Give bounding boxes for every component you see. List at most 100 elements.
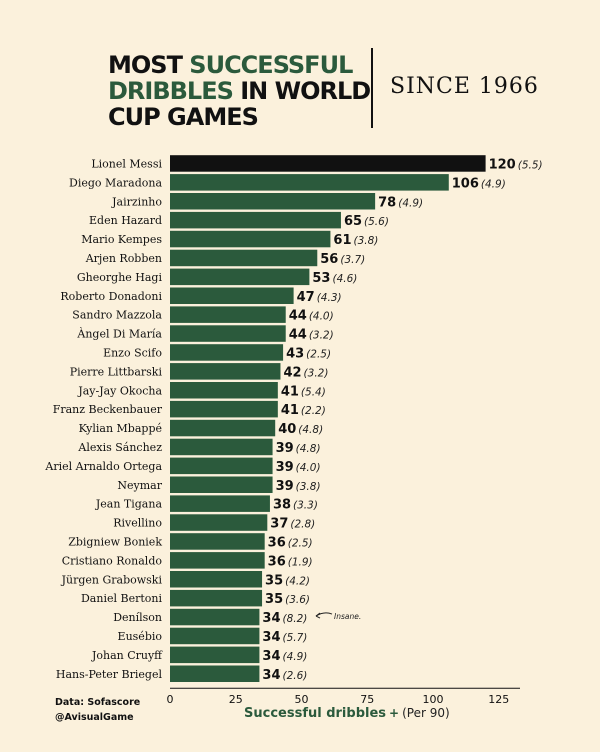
title-line-3: CUP GAMES bbox=[108, 103, 259, 131]
per90-label: (2.5) bbox=[306, 348, 331, 360]
bar bbox=[170, 533, 265, 550]
per90-label: (4.3) bbox=[317, 292, 342, 304]
bar-value-label: 65 bbox=[344, 214, 362, 229]
bar-value-group: 43 (2.5) bbox=[286, 346, 331, 361]
bar-value-label: 37 bbox=[270, 517, 288, 532]
bar-value-label: 41 bbox=[281, 403, 299, 418]
bar-value-group: 44 (3.2) bbox=[289, 328, 334, 343]
category-label: Kylian Mbappé bbox=[79, 422, 162, 435]
axis-title-plus: + bbox=[389, 706, 400, 720]
bar bbox=[170, 306, 286, 323]
bar bbox=[170, 193, 376, 210]
title-line-2: DRIBBLES IN WORLD bbox=[108, 77, 371, 105]
bar-value-group: 35 (4.2) bbox=[265, 573, 310, 588]
category-label: Enzo Scifo bbox=[103, 346, 162, 359]
category-label: Àngel Di María bbox=[76, 327, 162, 341]
bar bbox=[170, 514, 268, 531]
bar-value-group: 120 (5.5) bbox=[489, 157, 543, 172]
bar-value-label: 34 bbox=[262, 630, 280, 645]
per90-label: (5.5) bbox=[518, 159, 543, 171]
bar-value-group: 38 (3.3) bbox=[273, 498, 318, 513]
per90-label: (4.0) bbox=[309, 311, 334, 323]
title-line-1: MOST SUCCESSFUL bbox=[108, 52, 370, 78]
per90-label: (3.2) bbox=[309, 330, 334, 342]
bar-value-label: 38 bbox=[273, 498, 291, 513]
bar-value-label: 53 bbox=[312, 271, 330, 286]
category-label: Alexis Sánchez bbox=[77, 441, 162, 454]
title-line-1-highlight: SUCCESSFUL bbox=[189, 51, 353, 79]
bar-value-group: 34 (2.6) bbox=[262, 668, 307, 683]
category-label: Zbigniew Boniek bbox=[68, 535, 162, 548]
category-label: Pierre Littbarski bbox=[70, 365, 163, 378]
bar-value-label: 41 bbox=[281, 384, 299, 399]
category-label: Rivellino bbox=[113, 517, 162, 530]
bar-value-label: 36 bbox=[268, 554, 286, 569]
bar-value-group: 42 (3.2) bbox=[283, 365, 328, 380]
bar-value-group: 61 (3.8) bbox=[333, 233, 378, 248]
title-divider bbox=[371, 48, 373, 128]
title-line-2-highlight: DRIBBLES bbox=[108, 77, 234, 105]
bar-value-label: 36 bbox=[268, 535, 286, 550]
title-line-1-part-1: MOST bbox=[108, 51, 190, 79]
bar-value-label: 34 bbox=[262, 611, 280, 626]
bar-value-label: 35 bbox=[265, 573, 283, 588]
category-label: Jürgen Grabowski bbox=[61, 573, 163, 586]
per90-label: (2.2) bbox=[301, 405, 326, 417]
bar bbox=[170, 608, 260, 626]
bar bbox=[170, 627, 260, 645]
category-label: Gheorghe Hagi bbox=[77, 271, 163, 284]
bar-value-group: 34 (5.7) bbox=[262, 630, 307, 645]
bar bbox=[170, 211, 341, 229]
per90-label: (1.9) bbox=[288, 556, 313, 568]
category-label: Franz Beckenbauer bbox=[53, 403, 163, 416]
bar bbox=[170, 495, 270, 512]
bar bbox=[170, 174, 449, 191]
bar-value-group: 78 (4.9) bbox=[378, 195, 423, 210]
category-label: Arjen Robben bbox=[85, 252, 162, 265]
per90-label: (5.7) bbox=[283, 632, 308, 644]
per90-label: (2.6) bbox=[283, 670, 308, 682]
per90-label: (4.8) bbox=[296, 443, 321, 455]
per90-label: (5.6) bbox=[364, 216, 389, 228]
bar-value-label: 40 bbox=[278, 422, 296, 437]
footer-handle: @AvisualGame bbox=[55, 712, 134, 723]
title-line-2-part-2: IN WORLD bbox=[232, 77, 371, 105]
axis-title-per90: (Per 90) bbox=[402, 706, 450, 720]
bar bbox=[170, 363, 281, 380]
category-label: Jairzinho bbox=[111, 195, 162, 208]
bar-value-group: 39 (4.0) bbox=[276, 460, 321, 475]
per90-label: (4.2) bbox=[285, 575, 310, 587]
per90-label: (3.7) bbox=[340, 254, 365, 266]
category-label: Johan Cruyff bbox=[91, 649, 163, 662]
category-label: Roberto Donadoni bbox=[60, 290, 162, 303]
subtitle: SINCE 1966 bbox=[390, 74, 539, 99]
per90-label: (5.4) bbox=[301, 386, 326, 398]
category-label: Lionel Messi bbox=[91, 157, 162, 170]
per90-label: (4.8) bbox=[298, 424, 323, 436]
bar bbox=[170, 268, 310, 286]
x-tick-label: 100 bbox=[423, 693, 444, 706]
category-label: Daniel Bertoni bbox=[81, 592, 162, 605]
bar-value-label: 39 bbox=[276, 441, 294, 456]
bar-value-label: 44 bbox=[289, 309, 307, 324]
bar-value-group: 56 (3.7) bbox=[320, 252, 365, 267]
bar-value-group: 53 (4.6) bbox=[312, 271, 357, 286]
category-label: Denílson bbox=[113, 611, 162, 624]
bar-value-group: 106 (4.9) bbox=[452, 176, 506, 191]
bar-value-label: 47 bbox=[297, 290, 315, 305]
annotation-text: Insane. bbox=[334, 612, 362, 621]
category-label: Jean Tigana bbox=[95, 498, 163, 511]
bar-value-group: 41 (5.4) bbox=[281, 384, 326, 399]
bar-value-label: 34 bbox=[262, 649, 280, 664]
category-label: Eusébio bbox=[118, 630, 163, 643]
bar bbox=[170, 344, 284, 361]
bar bbox=[170, 325, 286, 342]
per90-label: (4.6) bbox=[332, 273, 357, 285]
bar bbox=[170, 230, 331, 248]
bar bbox=[170, 665, 260, 682]
bar-value-group: 35 (3.6) bbox=[265, 592, 310, 607]
bar bbox=[170, 552, 265, 569]
bar-value-label: 34 bbox=[262, 668, 280, 683]
axis-title-main: Successful dribbles bbox=[244, 706, 387, 721]
